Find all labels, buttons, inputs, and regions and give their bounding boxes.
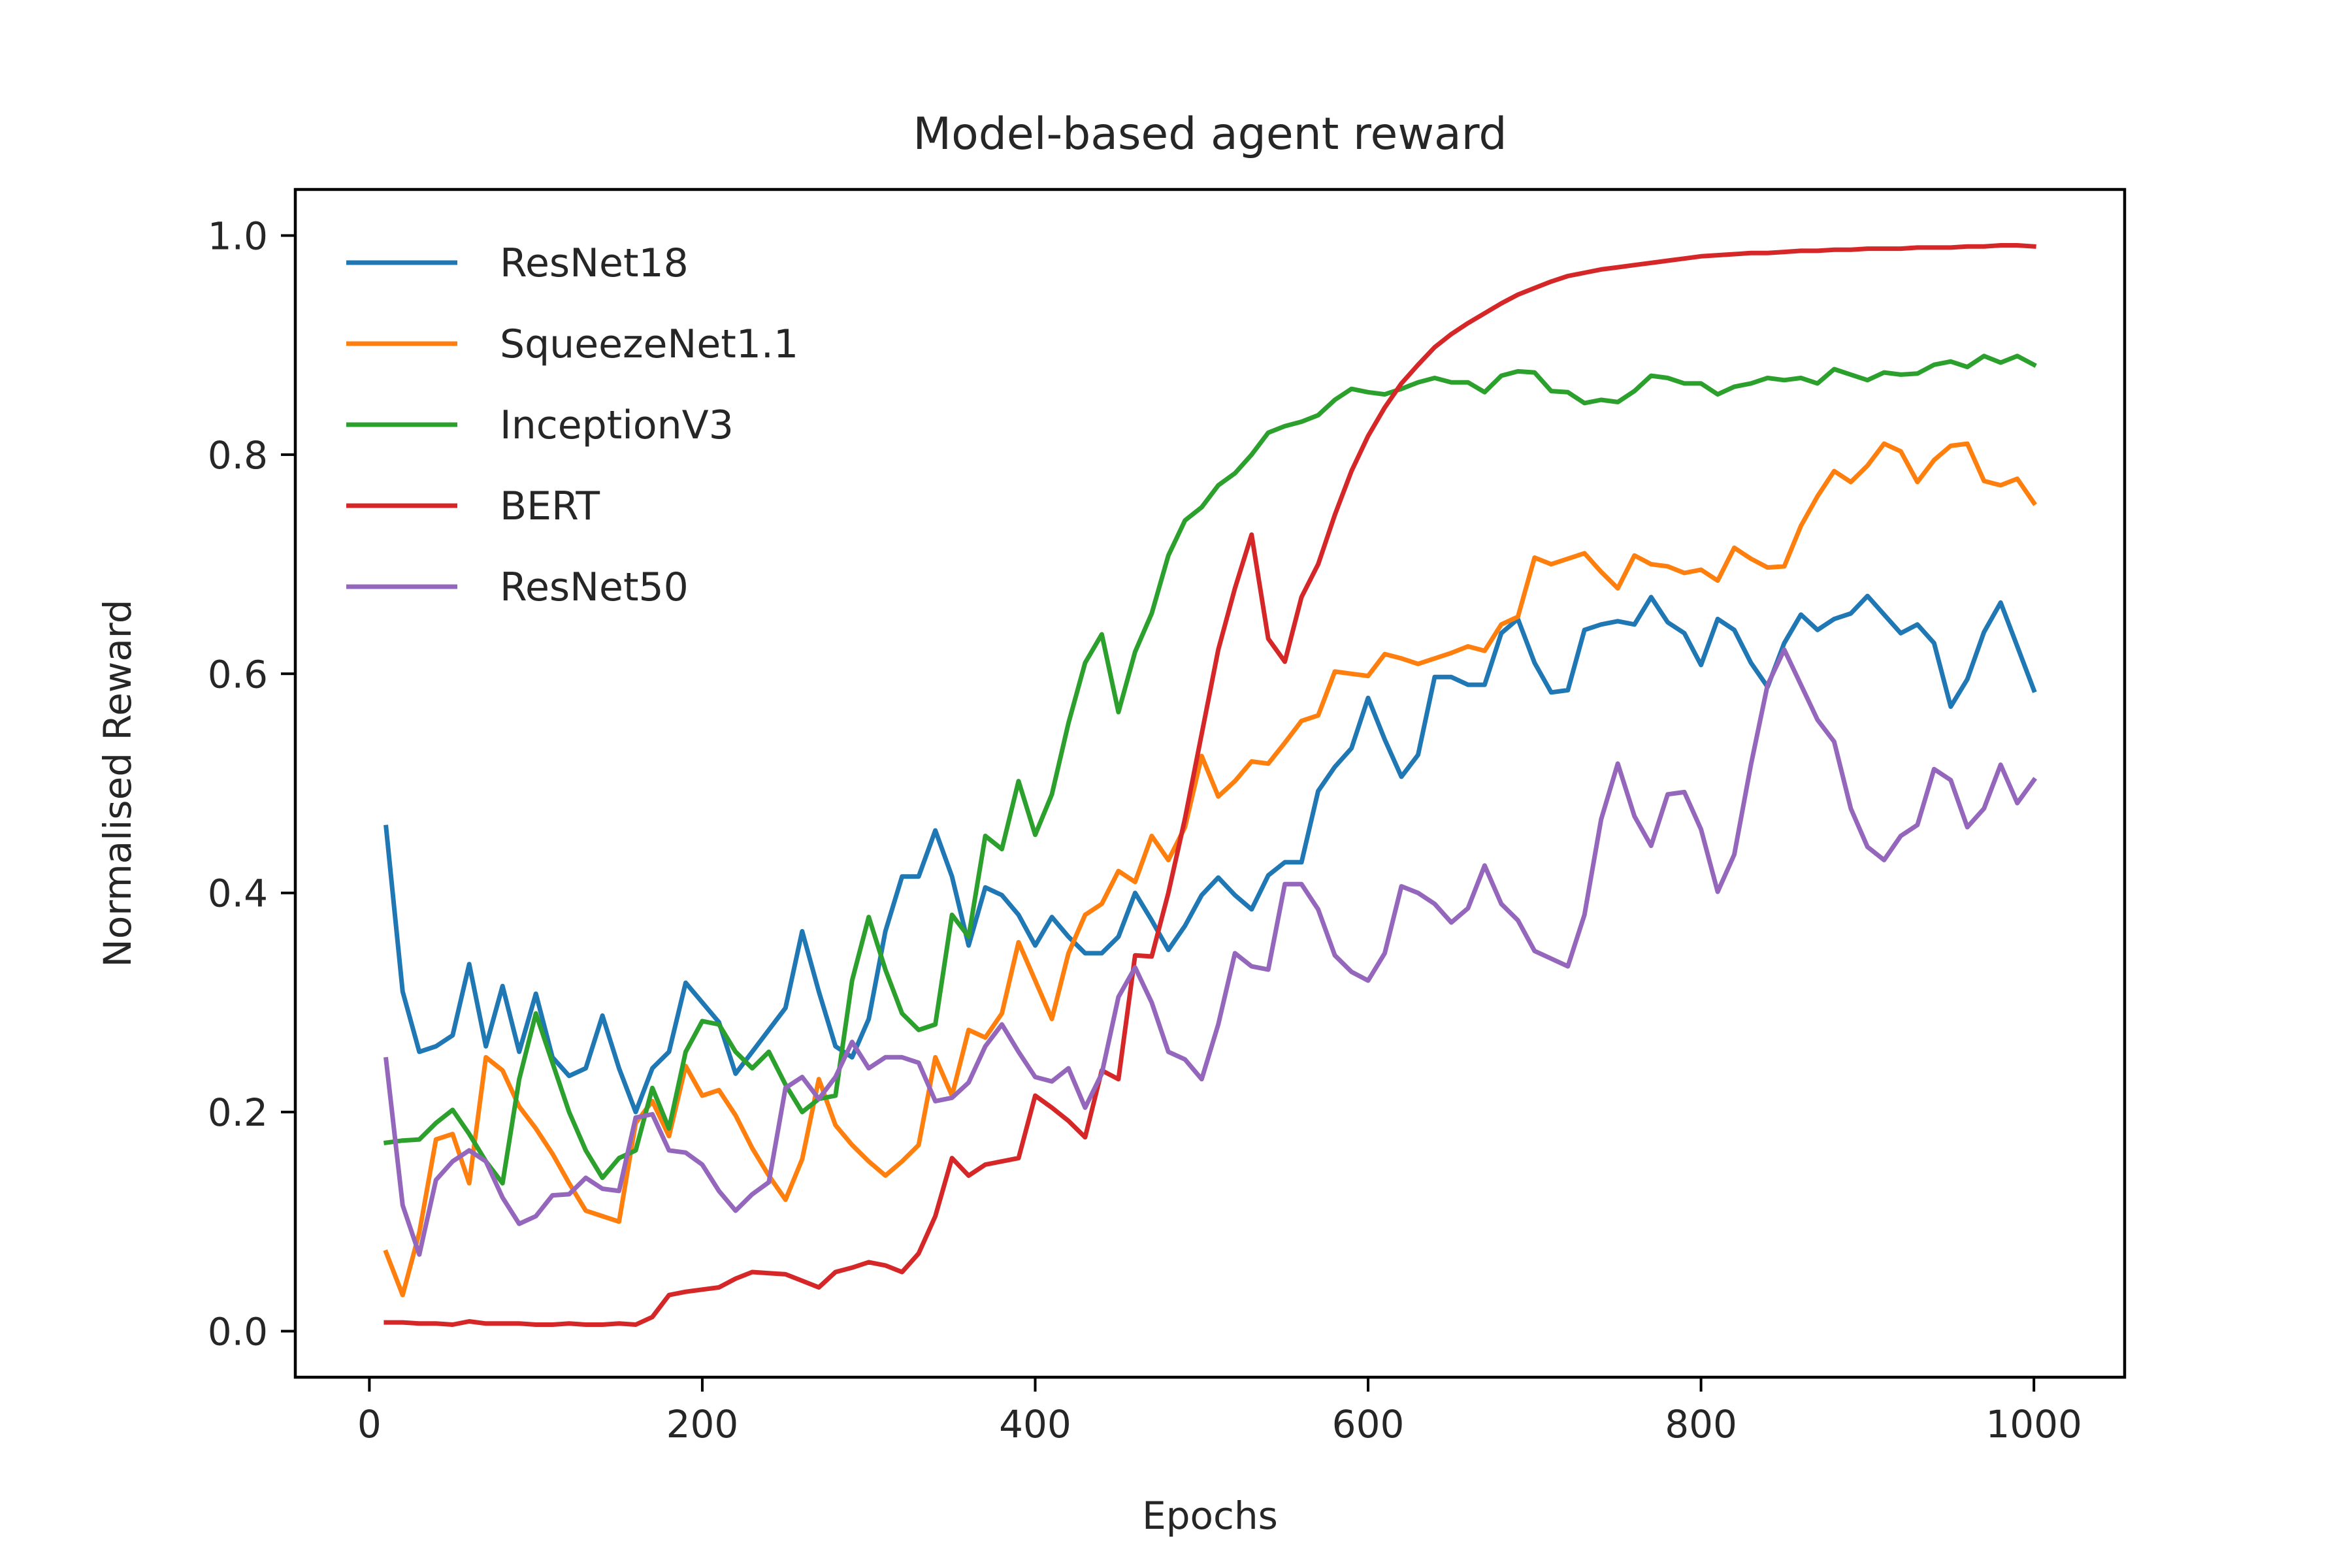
series-line-0 xyxy=(384,593,2037,1115)
x-axis-ticks: 0 200 400 600 800 1000 xyxy=(357,1377,2082,1446)
legend-label-0: ResNet18 xyxy=(500,240,689,286)
x-tick-label: 200 xyxy=(666,1402,739,1446)
y-tick-label: 0.8 xyxy=(208,433,268,478)
y-tick-label: 0.6 xyxy=(208,652,268,696)
x-tick-label: 800 xyxy=(1665,1402,1737,1446)
y-tick-label: 0.0 xyxy=(208,1310,268,1354)
chart-title: Model-based agent reward xyxy=(913,108,1507,160)
legend: ResNet18 SqueezeNet1.1 InceptionV3 BERT ResN… xyxy=(346,240,798,610)
plot-frame xyxy=(293,188,2127,1379)
y-tick-label: 0.2 xyxy=(208,1090,268,1135)
series-line-3 xyxy=(384,243,2036,1327)
series-line-4 xyxy=(384,647,2037,1257)
series-lines xyxy=(383,243,2037,1327)
x-tick-label: 600 xyxy=(1332,1402,1405,1446)
y-axis-ticks: 0.0 0.2 0.4 0.6 0.8 1.0 xyxy=(208,214,295,1354)
y-tick-label: 0.4 xyxy=(208,872,268,916)
series-line-2 xyxy=(383,353,2037,1186)
x-tick-label: 1000 xyxy=(1985,1402,2082,1446)
y-tick-label: 1.0 xyxy=(208,214,268,258)
series-line-1 xyxy=(383,441,2037,1298)
x-axis-label: Epochs xyxy=(1142,1494,1278,1538)
legend-label-2: InceptionV3 xyxy=(500,402,734,448)
y-axis-label: Normalised Reward xyxy=(95,599,140,967)
legend-label-3: BERT xyxy=(500,483,600,529)
legend-label-4: ResNet50 xyxy=(500,564,689,610)
x-tick-label: 0 xyxy=(357,1402,382,1446)
legend-label-1: SqueezeNet1.1 xyxy=(500,321,798,367)
x-tick-label: 400 xyxy=(999,1402,1071,1446)
